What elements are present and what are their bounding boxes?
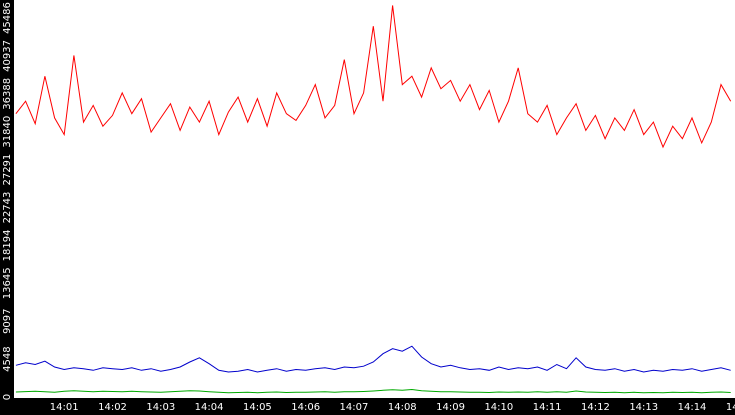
y-tick-label: 40937	[2, 40, 13, 72]
series-line	[15, 5, 732, 149]
y-tick-label: 45486	[2, 2, 13, 34]
x-tick-label: 14:05	[243, 402, 272, 413]
x-tick-label: 14:02	[98, 402, 127, 413]
x-tick-label: 14:10	[484, 402, 513, 413]
y-tick-label: 27291	[2, 154, 13, 186]
x-tick-label: 14:11	[533, 402, 562, 413]
series-line	[15, 388, 731, 394]
x-tick-label: 14:06	[291, 402, 320, 413]
x-tick-label: 14:08	[388, 402, 417, 413]
y-tick-label: 36388	[2, 78, 13, 110]
series-line	[15, 345, 731, 373]
y-tick-label: 13645	[2, 267, 13, 299]
y-tick-label: 31840	[2, 116, 13, 148]
x-tick-label: 14:01	[50, 402, 79, 413]
y-tick-label: 4548	[2, 346, 13, 371]
x-tick-label: 14:09	[436, 402, 465, 413]
y-tick-label: 0	[2, 394, 13, 400]
x-tick-label: 14:03	[146, 402, 175, 413]
x-tick-label: 14:14	[678, 402, 707, 413]
x-tick-label: 14:15	[726, 402, 735, 413]
x-axis-strip	[0, 398, 735, 415]
y-tick-label: 9097	[2, 308, 13, 333]
x-tick-label: 14:13	[629, 402, 658, 413]
x-tick-label: 14:07	[340, 402, 369, 413]
y-tick-label: 18194	[2, 230, 13, 262]
x-tick-label: 14:04	[195, 402, 224, 413]
y-axis-strip	[0, 0, 14, 415]
x-tick-label: 14:12	[581, 402, 610, 413]
y-tick-label: 22743	[2, 192, 13, 224]
